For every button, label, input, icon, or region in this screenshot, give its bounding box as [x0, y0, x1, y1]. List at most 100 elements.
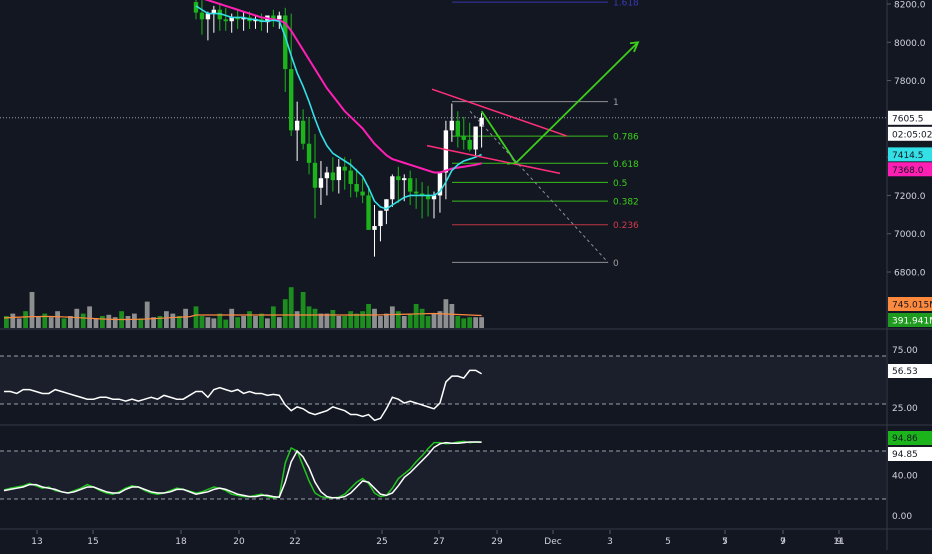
volume-bar: [100, 316, 105, 328]
volume-bar: [336, 316, 342, 328]
volume-bar: [229, 308, 235, 328]
candle-body: [342, 166, 347, 171]
candle-body: [408, 178, 413, 192]
volume-bar: [467, 317, 473, 328]
volume-bar: [125, 316, 131, 328]
volume-bar: [157, 316, 163, 328]
volume-bar: [324, 313, 330, 328]
volume-bar: [360, 311, 365, 328]
rsi-band: [0, 356, 886, 404]
x-tick-label: 5: [722, 537, 728, 547]
volume-bar: [36, 316, 41, 328]
candle-body: [336, 166, 341, 181]
price-tick-label: 7200.0: [894, 192, 926, 202]
volume-bar: [87, 306, 92, 328]
fib-diagonal: [469, 110, 609, 263]
x-tick-label: 5: [665, 537, 671, 547]
candle-body: [378, 210, 383, 227]
fib-level-label: 0.382: [613, 198, 639, 208]
candle-body: [330, 172, 336, 181]
fib-level-label: 0: [613, 259, 619, 269]
volume-bar: [270, 306, 276, 328]
stoch-k-badge: 94.86: [892, 434, 918, 444]
trend-channel-upper: [431, 88, 568, 137]
x-tick-label: 25: [376, 537, 387, 547]
volume-bar: [247, 311, 252, 328]
last-price-badge-bg: [888, 110, 932, 125]
x-tick-label: 9: [780, 537, 786, 547]
candle-body: [449, 120, 455, 131]
volume-bar: [132, 313, 137, 328]
candle-body: [360, 191, 365, 196]
price-tick-label: 6800.0: [894, 269, 926, 279]
candle-body: [253, 19, 258, 22]
x-tick-label: 29: [491, 537, 503, 547]
volume-bar: [164, 311, 169, 328]
volume-bar: [199, 316, 205, 328]
ma-fast-badge-bg: [888, 147, 932, 162]
volume-bar: [431, 313, 437, 328]
volume-bar: [205, 317, 211, 328]
stoch-d-badge-bg: [888, 447, 932, 461]
rsi-tick-label: 75.00: [892, 346, 918, 356]
volume-bar: [253, 316, 258, 328]
volume-bar: [419, 308, 425, 328]
volume-bar: [455, 316, 461, 328]
candle-body: [366, 195, 371, 230]
candle-body: [390, 176, 395, 200]
stoch-band: [0, 451, 886, 499]
volume-bar: [437, 311, 443, 328]
projection-arrowhead: [629, 41, 640, 53]
price-tick-label: 7800.0: [894, 77, 926, 87]
volume-bar: [461, 318, 467, 328]
volume-bar: [366, 304, 371, 328]
volume-ma-badge-bg: [888, 297, 932, 311]
x-tick-label: 20: [233, 537, 245, 547]
last-price-badge: 7605.5: [892, 114, 924, 124]
ma-slow-badge-bg: [888, 162, 932, 177]
fib-level-label: 0.5: [613, 179, 627, 189]
volume-bar: [241, 316, 246, 328]
volume-bar: [55, 311, 60, 328]
candle-body: [354, 183, 359, 192]
candle-body: [473, 126, 478, 150]
volume-bar: [378, 316, 383, 328]
volume-bar: [306, 306, 312, 328]
x-tick-label: 11: [833, 537, 844, 547]
volume-bar: [300, 292, 306, 328]
candle-body: [300, 120, 306, 144]
candle-body: [211, 9, 217, 14]
ma-fast-line: [195, 5, 482, 210]
x-tick-label: 7: [722, 537, 728, 547]
candle-body: [437, 172, 443, 196]
candle-body: [324, 172, 330, 179]
candle-body: [431, 195, 437, 200]
countdown-badge: 02:05:02: [892, 130, 932, 140]
volume-bar: [176, 316, 182, 328]
candle-body: [223, 19, 228, 22]
volume-bar: [265, 318, 270, 328]
volume-badge: 391.941M: [892, 317, 932, 327]
candle-body: [372, 226, 377, 230]
x-tick-label: 3: [607, 537, 613, 547]
ma-slow-badge: 7368.0: [892, 166, 924, 176]
rsi-line: [4, 369, 482, 422]
volume-bar: [413, 304, 419, 328]
volume-bar: [384, 313, 389, 328]
volume-bar: [288, 287, 294, 328]
candle-body: [229, 17, 234, 22]
volume-bar: [449, 304, 455, 328]
volume-bar: [74, 308, 80, 328]
x-tick-label: 22: [289, 537, 300, 547]
volume-bar: [479, 317, 484, 328]
volume-bar: [151, 317, 156, 328]
trend-channel-lower: [426, 144, 561, 175]
volume-bar: [259, 313, 264, 328]
volume-ma-line: [3, 312, 482, 321]
main-pane: [0, 0, 886, 328]
volume-bar: [183, 308, 188, 328]
price-tick-label: 8000.0: [894, 39, 926, 49]
volume-bar: [170, 313, 176, 328]
stoch-tick-label: 40.00: [892, 472, 918, 482]
